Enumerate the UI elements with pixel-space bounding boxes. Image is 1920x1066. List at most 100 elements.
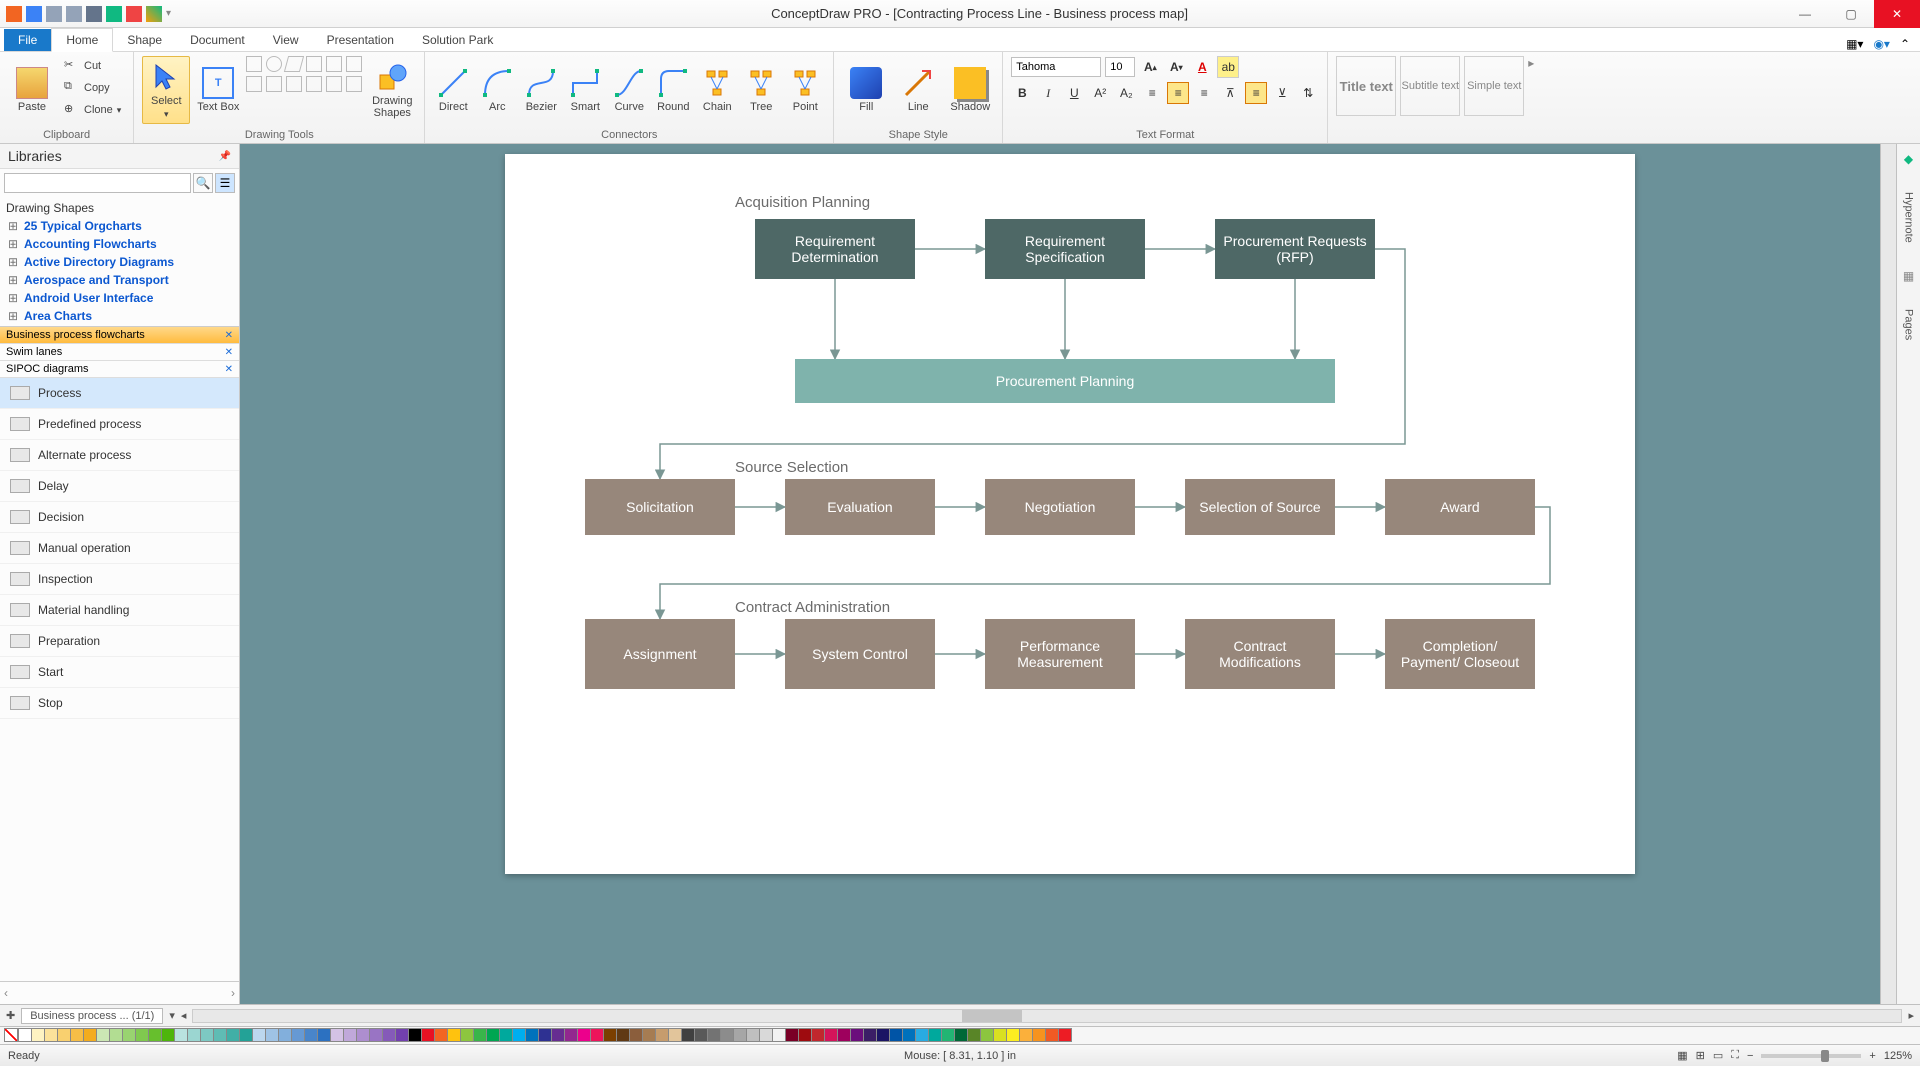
color-swatch[interactable] xyxy=(642,1028,656,1042)
highlight-button[interactable]: ab xyxy=(1217,56,1239,78)
no-fill-icon[interactable] xyxy=(4,1028,18,1042)
view-mode-icon[interactable]: ▭ xyxy=(1713,1049,1723,1062)
color-swatch[interactable] xyxy=(421,1028,435,1042)
tree-item[interactable]: Aerospace and Transport xyxy=(6,271,233,289)
tree-item[interactable]: Active Directory Diagrams xyxy=(6,253,233,271)
color-swatch[interactable] xyxy=(382,1028,396,1042)
color-swatch[interactable] xyxy=(668,1028,682,1042)
undo-icon[interactable] xyxy=(46,6,62,22)
color-swatch[interactable] xyxy=(759,1028,773,1042)
color-swatch[interactable] xyxy=(1006,1028,1020,1042)
collapse-ribbon-icon[interactable]: ⌃ xyxy=(1900,37,1910,51)
color-swatch[interactable] xyxy=(395,1028,409,1042)
shape-item[interactable]: Delay xyxy=(0,471,239,502)
scroll-left-icon[interactable]: ‹ xyxy=(4,986,8,1000)
flowchart-node[interactable]: Evaluation xyxy=(785,479,935,535)
point-button[interactable]: Point xyxy=(785,56,825,124)
shape-list[interactable]: ProcessPredefined processAlternate proce… xyxy=(0,378,239,981)
minimize-button[interactable]: — xyxy=(1782,0,1828,28)
bold-button[interactable]: B xyxy=(1011,82,1033,104)
flowchart-node[interactable]: Solicitation xyxy=(585,479,735,535)
close-icon[interactable]: ✕ xyxy=(225,330,233,341)
flowchart-node[interactable]: Requirement Determination xyxy=(755,219,915,279)
color-swatch[interactable] xyxy=(213,1028,227,1042)
color-swatch[interactable] xyxy=(109,1028,123,1042)
color-palette[interactable] xyxy=(0,1026,1920,1044)
color-swatch[interactable] xyxy=(135,1028,149,1042)
align-left-button[interactable]: ≡ xyxy=(1141,82,1163,104)
color-swatch[interactable] xyxy=(187,1028,201,1042)
color-swatch[interactable] xyxy=(941,1028,955,1042)
shape-item[interactable]: Material handling xyxy=(0,595,239,626)
shape-item[interactable]: Alternate process xyxy=(0,440,239,471)
shrink-font-button[interactable]: A▾ xyxy=(1165,56,1187,78)
color-swatch[interactable] xyxy=(837,1028,851,1042)
color-swatch[interactable] xyxy=(447,1028,461,1042)
color-swatch[interactable] xyxy=(616,1028,630,1042)
qat-more-icon[interactable]: ▾ xyxy=(166,8,171,19)
shadow-button[interactable]: Shadow xyxy=(946,56,994,124)
color-swatch[interactable] xyxy=(252,1028,266,1042)
pin-icon[interactable]: 📌 xyxy=(219,151,231,162)
tab-solution-park[interactable]: Solution Park xyxy=(408,29,507,51)
arc-connector-button[interactable]: Arc xyxy=(477,56,517,124)
flowchart-node[interactable]: Completion/ Payment/ Closeout xyxy=(1385,619,1535,689)
smart-connector-button[interactable]: Smart xyxy=(565,56,605,124)
horizontal-scrollbar[interactable] xyxy=(192,1009,1902,1023)
library-tab[interactable]: Business process flowcharts✕ xyxy=(0,327,239,344)
flowchart-node[interactable]: Procurement Planning xyxy=(795,359,1335,403)
round-connector-button[interactable]: Round xyxy=(653,56,693,124)
color-swatch[interactable] xyxy=(889,1028,903,1042)
color-swatch[interactable] xyxy=(473,1028,487,1042)
color-swatch[interactable] xyxy=(486,1028,500,1042)
font-color-button[interactable]: A xyxy=(1191,56,1213,78)
tree-item[interactable]: Accounting Flowcharts xyxy=(6,235,233,253)
align-bottom-button[interactable]: ⊻ xyxy=(1271,82,1293,104)
print-icon[interactable] xyxy=(86,6,102,22)
paste-button[interactable]: Paste xyxy=(8,56,56,124)
color-swatch[interactable] xyxy=(44,1028,58,1042)
library-tab[interactable]: Swim lanes✕ xyxy=(0,344,239,361)
color-swatch[interactable] xyxy=(161,1028,175,1042)
color-swatch[interactable] xyxy=(902,1028,916,1042)
view-mode-icon[interactable]: ⊞ xyxy=(1696,1049,1705,1062)
clone-button[interactable]: ⊕Clone▾ xyxy=(60,100,125,120)
color-swatch[interactable] xyxy=(538,1028,552,1042)
color-swatch[interactable] xyxy=(876,1028,890,1042)
color-swatch[interactable] xyxy=(369,1028,383,1042)
color-swatch[interactable] xyxy=(278,1028,292,1042)
color-swatch[interactable] xyxy=(811,1028,825,1042)
color-swatch[interactable] xyxy=(525,1028,539,1042)
close-button[interactable]: ✕ xyxy=(1874,0,1920,28)
maximize-button[interactable]: ▢ xyxy=(1828,0,1874,28)
flowchart-node[interactable]: Requirement Specification xyxy=(985,219,1145,279)
hypernote-icon[interactable]: ◆ xyxy=(1904,152,1913,166)
zoom-in-button[interactable]: + xyxy=(1869,1050,1875,1062)
shape-item[interactable]: Start xyxy=(0,657,239,688)
title-text-preset[interactable]: Title text xyxy=(1336,56,1396,116)
tree-item[interactable]: Area Charts xyxy=(6,307,233,325)
flowchart-node[interactable]: Assignment xyxy=(585,619,735,689)
color-swatch[interactable] xyxy=(720,1028,734,1042)
italic-button[interactable]: I xyxy=(1037,82,1059,104)
color-swatch[interactable] xyxy=(304,1028,318,1042)
color-swatch[interactable] xyxy=(993,1028,1007,1042)
color-swatch[interactable] xyxy=(408,1028,422,1042)
color-swatch[interactable] xyxy=(954,1028,968,1042)
flowchart-node[interactable]: Award xyxy=(1385,479,1535,535)
tree-button[interactable]: Tree xyxy=(741,56,781,124)
textbox-button[interactable]: T Text Box xyxy=(194,56,242,124)
zoom-level[interactable]: 125% xyxy=(1884,1050,1912,1062)
color-swatch[interactable] xyxy=(798,1028,812,1042)
color-swatch[interactable] xyxy=(291,1028,305,1042)
color-swatch[interactable] xyxy=(1019,1028,1033,1042)
curve-connector-button[interactable]: Curve xyxy=(609,56,649,124)
color-swatch[interactable] xyxy=(122,1028,136,1042)
tree-item[interactable]: Android User Interface xyxy=(6,289,233,307)
color-swatch[interactable] xyxy=(746,1028,760,1042)
color-swatch[interactable] xyxy=(200,1028,214,1042)
subtitle-text-preset[interactable]: Subtitle text xyxy=(1400,56,1460,116)
tab-document[interactable]: Document xyxy=(176,29,259,51)
library-tab[interactable]: SIPOC diagrams✕ xyxy=(0,361,239,378)
color-swatch[interactable] xyxy=(434,1028,448,1042)
